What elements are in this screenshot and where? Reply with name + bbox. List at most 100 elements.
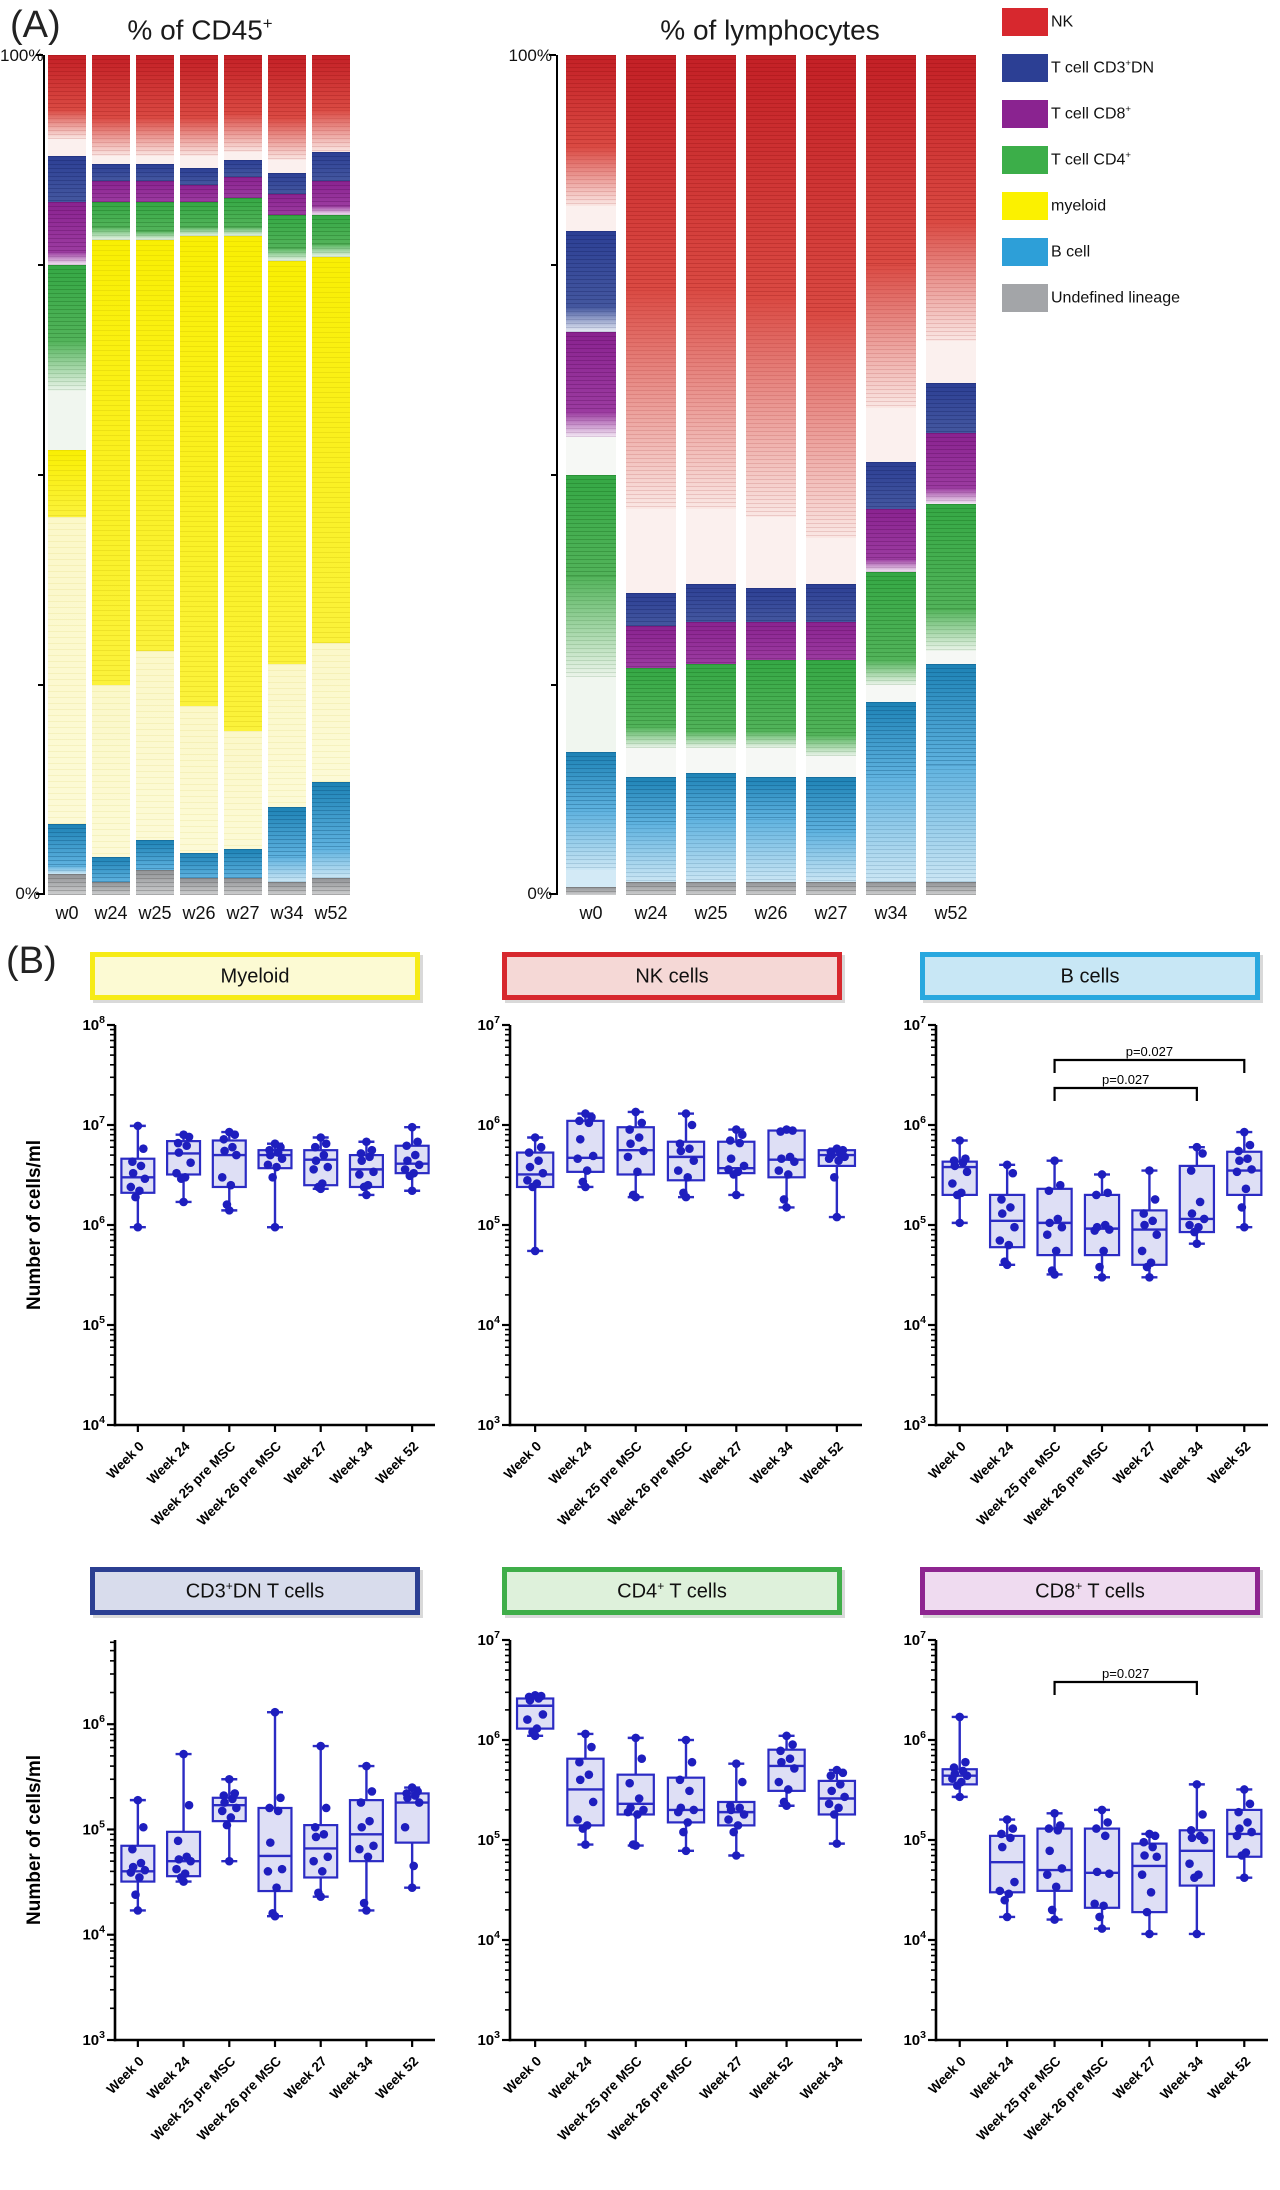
y-tick-label: 106 [82,1713,105,1733]
data-point [176,1174,186,1184]
data-point [1199,1214,1209,1224]
plot-cell-cd8: CD8+ T cells 103 104 105 106 107 Week 0 Week 2… [878,1567,1278,2172]
y-label-0pct-right: 0% [527,884,552,903]
bar-segment-cd4 [806,659,856,736]
stacked-bar-w25: w25 [136,55,174,924]
bar-segment-cd4fade [686,731,736,748]
data-point [1186,1826,1196,1835]
data-point [950,1161,960,1171]
bar-x-label: w0 [579,903,603,923]
data-point [687,1120,697,1130]
bar-segment-gray [180,878,218,895]
x-tick-label: Week 27 [697,1439,746,1488]
data-point [631,1841,641,1850]
data-point [997,1209,1007,1218]
box-iqr [616,1773,655,1816]
data-point [575,1116,584,1126]
significance-label: p=0.027 [1102,1666,1149,1681]
data-point [689,1156,699,1165]
y-axis-title: Number of cells/ml [24,1755,45,1925]
data-point [1187,1833,1197,1843]
box-iqr [666,1776,706,1824]
data-point [407,1883,417,1892]
data-point [217,1806,227,1816]
bar-segment-myeloidpale [136,651,174,841]
box-iqr [394,1792,430,1844]
data-point [1247,1165,1256,1174]
bar-segment-cd8 [566,332,616,412]
y-tick-label: 104 [82,1414,105,1434]
data-point [1247,1827,1256,1837]
data-point [1243,1818,1252,1827]
data-point [584,1770,594,1779]
data-point [675,1775,685,1785]
bar-x-label: w27 [226,903,260,923]
bar-segment-nk [926,55,976,223]
bar-x-label: w27 [814,903,848,923]
data-point [1140,1851,1149,1860]
bar-segment-nkfade [312,109,350,152]
data-point [265,1150,275,1160]
bar-segment-pale [926,651,976,664]
data-point [173,1138,183,1148]
bar-segment-palepink [686,508,736,585]
axis-tick [551,264,556,266]
data-point [623,1807,633,1817]
data-point [363,1852,373,1862]
bar-segment-bfade [566,810,616,870]
data-point [311,1156,321,1165]
data-point [774,1166,784,1175]
bar-segment-myeloid [136,239,174,652]
data-point [1044,1186,1054,1196]
y-tick-label: 105 [903,1214,926,1234]
bar-x-label: w0 [55,903,79,923]
stacked-bar-w34: w34 [866,55,916,924]
bar-segment-cd8fade [312,206,350,215]
data-point [739,1161,749,1171]
data-point [362,1761,371,1771]
bar-segment-palepink [926,340,976,383]
data-point [362,1137,371,1147]
axis-tick [36,54,43,56]
x-tick-label: Week 26 pre MSC [194,1438,284,1528]
data-point [573,1154,582,1164]
data-point [739,1810,749,1819]
data-point [400,1165,410,1174]
data-point [359,1182,369,1192]
bar-segment-nk [180,55,218,118]
axis-tick [549,893,556,895]
data-point [961,1757,970,1767]
y-tick-label: 106 [903,1729,926,1749]
bar-segment-myeloid [224,235,262,732]
data-point [1150,1195,1160,1204]
bar-segment-dn [180,168,218,186]
data-point [323,1162,333,1172]
data-point [782,1801,791,1811]
legend-label: NK [1051,13,1074,31]
x-tick-label: Week 52 [1205,2054,1254,2103]
data-point [263,1867,273,1876]
data-point [273,1148,283,1157]
bar-segment-gray [926,882,976,895]
bar-segment-cd8 [926,432,976,488]
legend-item-tcell-cd3dn: T cell CD3+DN [1002,54,1154,82]
bar-segment-cd4 [180,201,218,228]
box-iqr [1131,1842,1168,1914]
data-point [1142,1262,1152,1272]
bar-segment-gray [746,882,796,895]
data-point [135,1186,144,1196]
data-point [1148,1842,1157,1852]
box-iqr [1036,1827,1073,1892]
x-tick-label: Week 52 [373,2054,422,2103]
data-point [834,1803,843,1813]
data-point [725,1136,735,1145]
plot-cell-bcells: B cells 103 104 105 106 107 Week 0 Week 24 Week… [878,952,1278,1557]
data-point [1239,1785,1249,1794]
data-point [1232,1167,1242,1177]
bar-segment-palegreen [566,676,616,753]
data-point [403,1156,412,1165]
significance-label: p=0.027 [1126,1044,1173,1059]
box-iqr [1178,1164,1216,1234]
bar-segment-bfade [866,777,916,883]
